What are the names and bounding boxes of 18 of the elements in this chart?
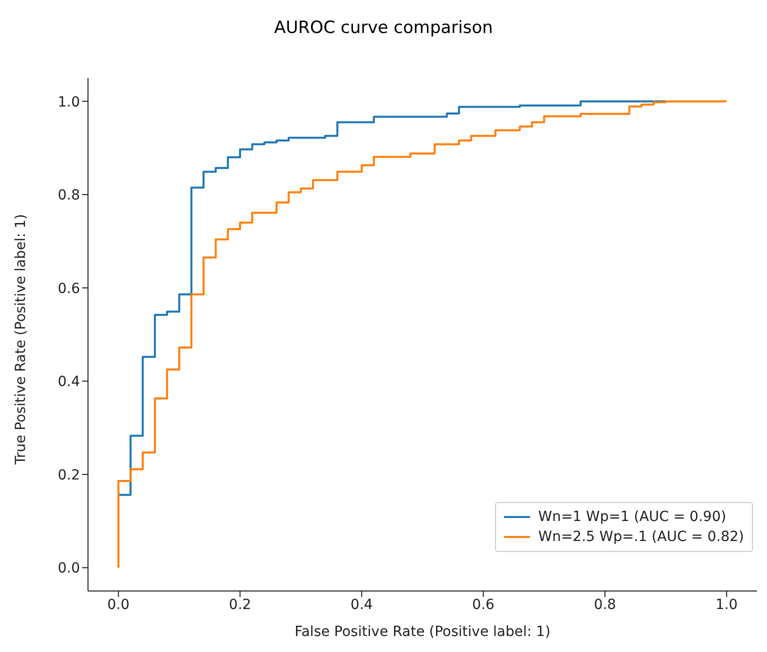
legend-label: Wn=1 Wp=1 (AUC = 0.90) <box>538 508 726 527</box>
legend-label: Wn=2.5 Wp=.1 (AUC = 0.82) <box>538 528 744 547</box>
y-tick-label: 1.0 <box>58 94 80 110</box>
y-tick-label: 0.2 <box>58 467 80 484</box>
x-tick-label: 0.0 <box>107 596 130 613</box>
y-tick-label: 0.8 <box>58 188 80 204</box>
x-tick-label: 1.0 <box>715 596 738 613</box>
x-tick-label: 0.8 <box>594 596 616 613</box>
x-tick-label: 0.4 <box>350 596 373 613</box>
chart-title: AUROC curve comparison <box>273 18 494 38</box>
x-axis-title: False Positive Rate (Positive label: 1) <box>294 624 550 640</box>
y-tick-label: 0.6 <box>58 280 80 297</box>
y-axis-title: True Positive Rate (Positive label: 1) <box>12 214 29 466</box>
x-tick-label: 0.6 <box>472 596 495 613</box>
x-tick-label: 0.2 <box>228 596 252 613</box>
line-series <box>117 100 667 496</box>
y-tick-label: 0.0 <box>58 560 80 577</box>
y-tick-label: 0.4 <box>58 374 80 390</box>
